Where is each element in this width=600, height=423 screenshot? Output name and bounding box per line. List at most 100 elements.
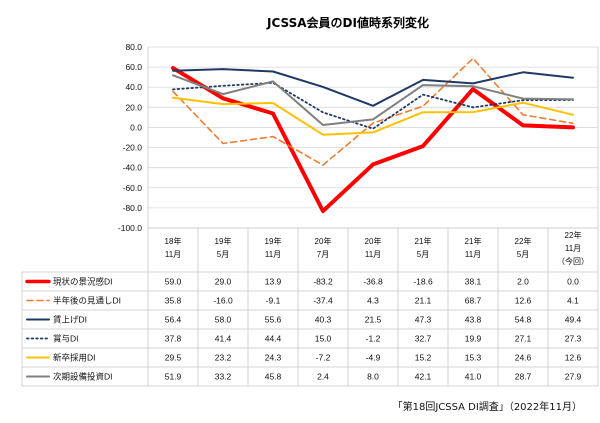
category-year: 18年 bbox=[165, 236, 182, 246]
legend-label: 新卒採用DI bbox=[53, 353, 96, 363]
category-year: 22年 bbox=[565, 230, 582, 240]
legend-label: 賞与DI bbox=[53, 334, 79, 344]
table-cell: 21.1 bbox=[415, 296, 432, 306]
table-cell: -9.1 bbox=[266, 296, 281, 306]
table-cell: 51.9 bbox=[165, 372, 182, 382]
category-month: 11月 bbox=[265, 250, 281, 259]
table-cell: 24.3 bbox=[265, 353, 282, 363]
table-cell: -18.6 bbox=[413, 277, 433, 287]
table-cell: -4.9 bbox=[366, 353, 381, 363]
table-cell: 13.9 bbox=[265, 277, 282, 287]
category-month: 11月 bbox=[465, 250, 481, 259]
table-cell: -16.0 bbox=[213, 296, 233, 306]
source-note: 「第18回JCSSA DI調査」（2022年11月） bbox=[393, 400, 582, 413]
category-year: 21年 bbox=[465, 236, 482, 246]
table-cell: 2.0 bbox=[517, 277, 529, 287]
chart-title: JCSSA会員のDI値時系列変化 bbox=[266, 15, 429, 30]
table-cell: 35.8 bbox=[165, 296, 182, 306]
table-cell: 49.4 bbox=[565, 315, 582, 325]
table-cell: -7.2 bbox=[316, 353, 331, 363]
table-cell: 29.5 bbox=[165, 353, 182, 363]
table-cell: -36.8 bbox=[363, 277, 383, 287]
legend-label: 賃上げDI bbox=[53, 315, 87, 325]
table-cell: 56.4 bbox=[165, 315, 182, 325]
table-cell: 15.0 bbox=[315, 334, 332, 344]
table-cell: 28.7 bbox=[515, 372, 532, 382]
category-month: 7月 bbox=[317, 250, 329, 259]
table-cell: 41.0 bbox=[465, 372, 482, 382]
table-cell: 27.1 bbox=[515, 334, 532, 344]
table-cell: 54.8 bbox=[515, 315, 532, 325]
category-year: 19年 bbox=[215, 236, 232, 246]
table-cell: 38.1 bbox=[465, 277, 482, 287]
table-cell: 29.0 bbox=[215, 277, 232, 287]
category-year: 20年 bbox=[365, 236, 382, 246]
table-cell: 27.9 bbox=[565, 372, 582, 382]
series-line-5 bbox=[172, 74, 574, 126]
table-cell: 33.2 bbox=[215, 372, 232, 382]
y-tick-label: 20.0 bbox=[125, 102, 142, 112]
table-cell: 44.4 bbox=[265, 334, 282, 344]
table-cell: 19.9 bbox=[465, 334, 482, 344]
table-cell: 59.0 bbox=[165, 277, 182, 287]
y-tick-label: -100.0 bbox=[118, 223, 142, 233]
series-line-3 bbox=[172, 81, 574, 130]
table-cell: -1.2 bbox=[366, 334, 381, 344]
category-note: （今回） bbox=[557, 256, 589, 266]
table-cell: 15.3 bbox=[465, 353, 482, 363]
legend-label: 次期設備投資DI bbox=[53, 372, 113, 382]
category-year: 20年 bbox=[315, 236, 332, 246]
table-cell: 43.8 bbox=[465, 315, 482, 325]
category-year: 22年 bbox=[515, 236, 532, 246]
table-cell: 41.4 bbox=[215, 334, 232, 344]
y-tick-label: 60.0 bbox=[125, 62, 142, 72]
table-cell: 42.1 bbox=[415, 372, 432, 382]
table-cell: 24.6 bbox=[515, 353, 532, 363]
series-line-1 bbox=[172, 57, 574, 166]
y-axis: 80.0 60.0 40.0 20.0 0.0 -20.0 -40.0 -60.0 -80.0 -… bbox=[118, 42, 142, 233]
y-tick-label: 0.0 bbox=[130, 122, 142, 132]
category-month: 5月 bbox=[217, 250, 229, 259]
table-cell: 32.7 bbox=[415, 334, 432, 344]
table-cell: 21.5 bbox=[365, 315, 382, 325]
series-line-4 bbox=[172, 96, 574, 136]
category-month: 11月 bbox=[165, 250, 181, 259]
table-cell: 15.2 bbox=[415, 353, 432, 363]
table-cell: 8.0 bbox=[367, 372, 379, 382]
series-line-0 bbox=[171, 66, 575, 214]
table-cell: 58.0 bbox=[215, 315, 232, 325]
table-cell: 23.2 bbox=[215, 353, 232, 363]
table-cell: 0.0 bbox=[567, 277, 579, 287]
table-cell: 55.6 bbox=[265, 315, 282, 325]
legend-label: 現状の景況感DI bbox=[53, 277, 113, 287]
y-tick-label: 80.0 bbox=[125, 42, 142, 52]
table-cell: 45.8 bbox=[265, 372, 282, 382]
table-cell: 27.3 bbox=[565, 334, 582, 344]
table-cell: 2.4 bbox=[317, 372, 329, 382]
category-month: 5月 bbox=[517, 250, 529, 259]
table-cell: 4.3 bbox=[367, 296, 379, 306]
table-cell: -83.2 bbox=[313, 277, 333, 287]
y-tick-label: -20.0 bbox=[123, 143, 143, 153]
category-year: 19年 bbox=[265, 236, 282, 246]
data-table: 18年 11月 19年 5月 19年 11月 20年 7月 20年 11月 21年 5月 21年 11月 2… bbox=[21, 47, 599, 387]
series-line-2 bbox=[172, 68, 574, 107]
table-cell: 40.3 bbox=[315, 315, 332, 325]
table-cell: 4.1 bbox=[567, 296, 579, 306]
table-cell: 47.3 bbox=[415, 315, 432, 325]
table-cell: -37.4 bbox=[313, 296, 333, 306]
category-month: 11月 bbox=[565, 244, 581, 253]
table-cell: 37.8 bbox=[165, 334, 182, 344]
table-cell: 12.6 bbox=[515, 296, 532, 306]
legend-label: 半年後の見通しDI bbox=[53, 296, 121, 306]
table-cell: 12.6 bbox=[565, 353, 582, 363]
series-lines bbox=[171, 57, 575, 214]
category-month: 11月 bbox=[365, 250, 381, 259]
y-tick-label: 40.0 bbox=[125, 82, 142, 92]
y-tick-label: -60.0 bbox=[123, 183, 143, 193]
category-month: 5月 bbox=[417, 250, 429, 259]
table-cell: 68.7 bbox=[465, 296, 482, 306]
y-tick-label: -40.0 bbox=[123, 163, 143, 173]
category-year: 21年 bbox=[415, 236, 432, 246]
